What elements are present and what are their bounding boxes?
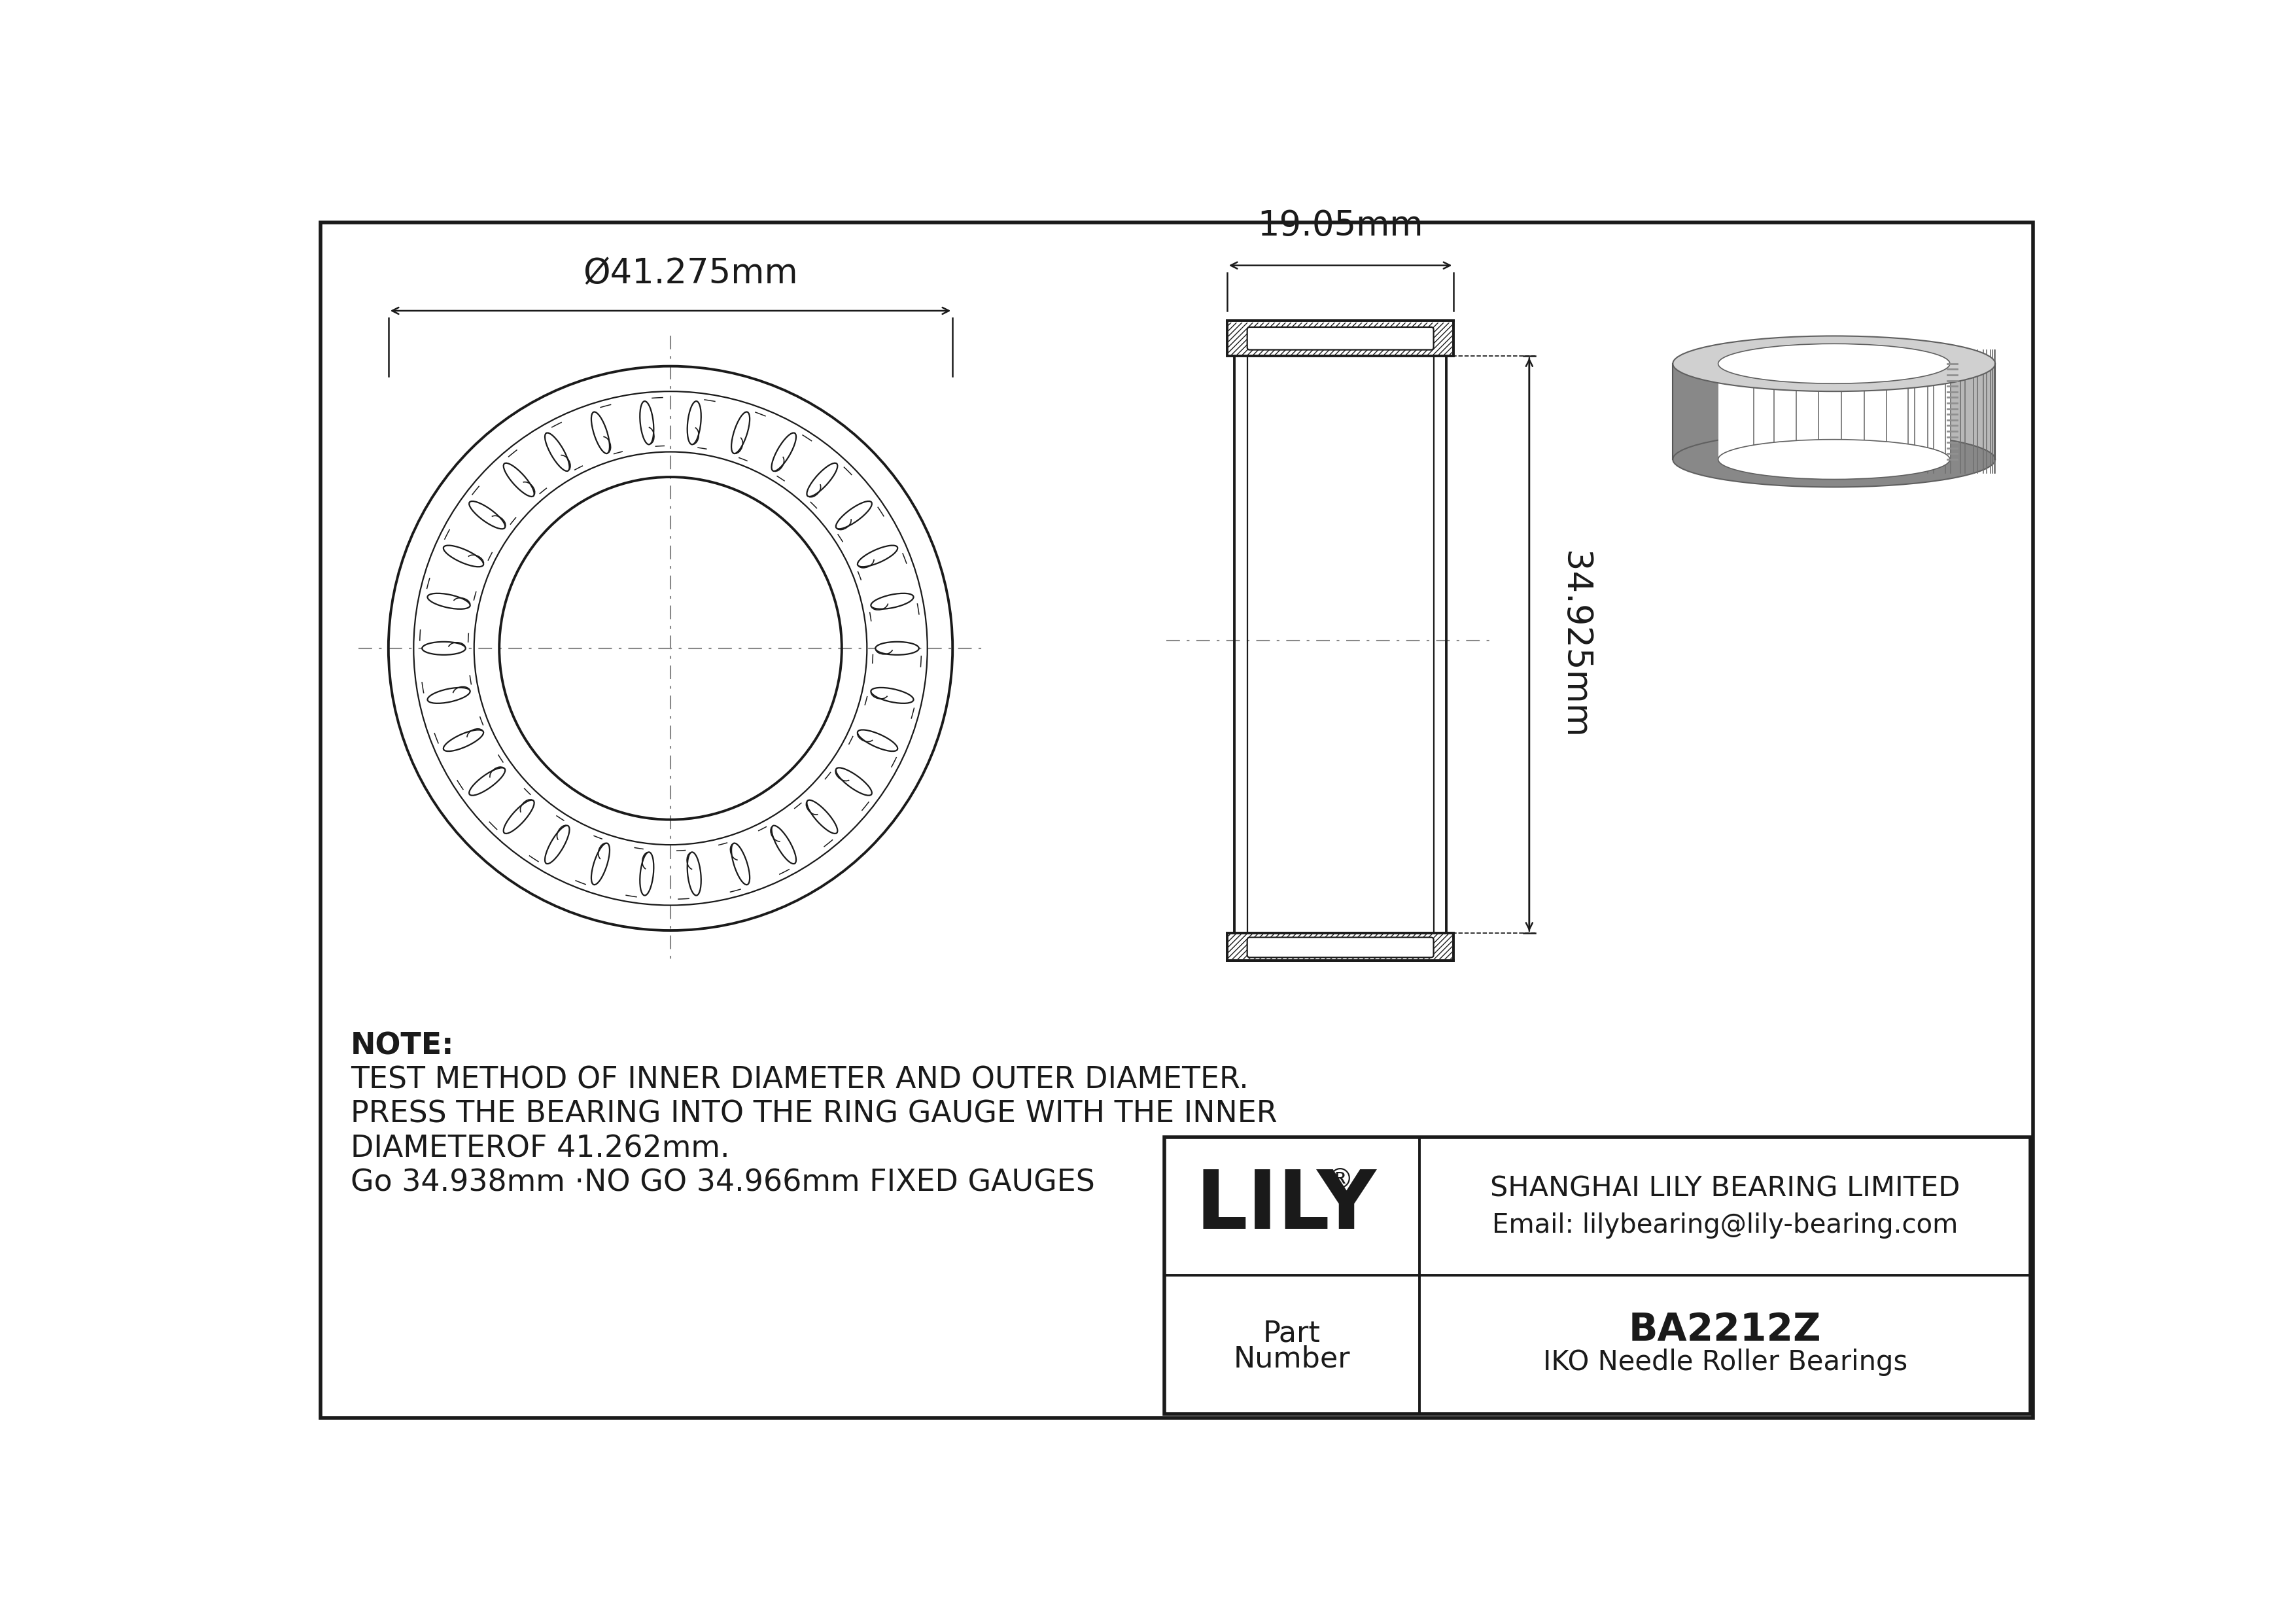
Ellipse shape — [687, 401, 700, 445]
Text: IKO Needle Roller Bearings: IKO Needle Roller Bearings — [1543, 1350, 1908, 1376]
Text: DIAMETEROF 41.262mm.: DIAMETEROF 41.262mm. — [351, 1134, 730, 1163]
Text: 34.925mm: 34.925mm — [1557, 551, 1591, 739]
Ellipse shape — [856, 729, 898, 752]
FancyBboxPatch shape — [1247, 937, 1433, 958]
Ellipse shape — [443, 546, 484, 567]
Text: TEST METHOD OF INNER DIAMETER AND OUTER DIAMETER.: TEST METHOD OF INNER DIAMETER AND OUTER … — [351, 1065, 1249, 1095]
Ellipse shape — [544, 434, 569, 471]
Ellipse shape — [592, 843, 611, 885]
Ellipse shape — [1674, 432, 1995, 487]
Ellipse shape — [422, 641, 466, 654]
Text: BA2212Z: BA2212Z — [1628, 1311, 1821, 1348]
Text: Email: lilybearing@lily-bearing.com: Email: lilybearing@lily-bearing.com — [1492, 1213, 1958, 1239]
Ellipse shape — [443, 729, 484, 752]
Ellipse shape — [468, 768, 505, 796]
Bar — [1228, 934, 1451, 960]
FancyBboxPatch shape — [1247, 326, 1433, 349]
Ellipse shape — [468, 502, 505, 529]
Text: Go 34.938mm ·NO GO 34.966mm FIXED GAUGES: Go 34.938mm ·NO GO 34.966mm FIXED GAUGES — [351, 1168, 1095, 1199]
Ellipse shape — [836, 768, 872, 796]
Text: Part: Part — [1263, 1320, 1320, 1348]
Ellipse shape — [427, 687, 471, 703]
Bar — [1226, 322, 1453, 356]
Ellipse shape — [503, 463, 535, 497]
Ellipse shape — [503, 801, 535, 833]
Ellipse shape — [856, 546, 898, 567]
Ellipse shape — [771, 825, 797, 864]
Bar — [1228, 322, 1451, 354]
Ellipse shape — [687, 853, 700, 895]
Ellipse shape — [732, 412, 751, 453]
Bar — [1674, 364, 1717, 460]
Text: SHANGHAI LILY BEARING LIMITED: SHANGHAI LILY BEARING LIMITED — [1490, 1174, 1961, 1202]
Ellipse shape — [836, 502, 872, 529]
Text: Ø41.275mm: Ø41.275mm — [583, 257, 799, 291]
Ellipse shape — [870, 593, 914, 609]
Bar — [1226, 932, 1453, 961]
Ellipse shape — [1717, 440, 1949, 479]
Bar — [1717, 364, 1949, 460]
Ellipse shape — [875, 641, 918, 654]
Text: PRESS THE BEARING INTO THE RING GAUGE WITH THE INNER: PRESS THE BEARING INTO THE RING GAUGE WI… — [351, 1099, 1277, 1129]
Ellipse shape — [1717, 344, 1949, 383]
Ellipse shape — [732, 843, 751, 885]
Ellipse shape — [806, 463, 838, 497]
Text: 19.05mm: 19.05mm — [1258, 209, 1424, 242]
Text: LILY: LILY — [1196, 1166, 1375, 1246]
Ellipse shape — [806, 801, 838, 833]
Ellipse shape — [592, 412, 611, 453]
Text: Number: Number — [1233, 1345, 1350, 1372]
Ellipse shape — [544, 825, 569, 864]
Ellipse shape — [427, 593, 471, 609]
Ellipse shape — [641, 853, 654, 895]
Ellipse shape — [641, 401, 654, 445]
Ellipse shape — [1674, 336, 1995, 391]
Ellipse shape — [771, 434, 797, 471]
Bar — [1164, 1137, 2030, 1415]
Text: ®: ® — [1327, 1166, 1352, 1194]
Text: NOTE:: NOTE: — [351, 1031, 455, 1060]
Bar — [1674, 364, 1995, 460]
Ellipse shape — [870, 687, 914, 703]
